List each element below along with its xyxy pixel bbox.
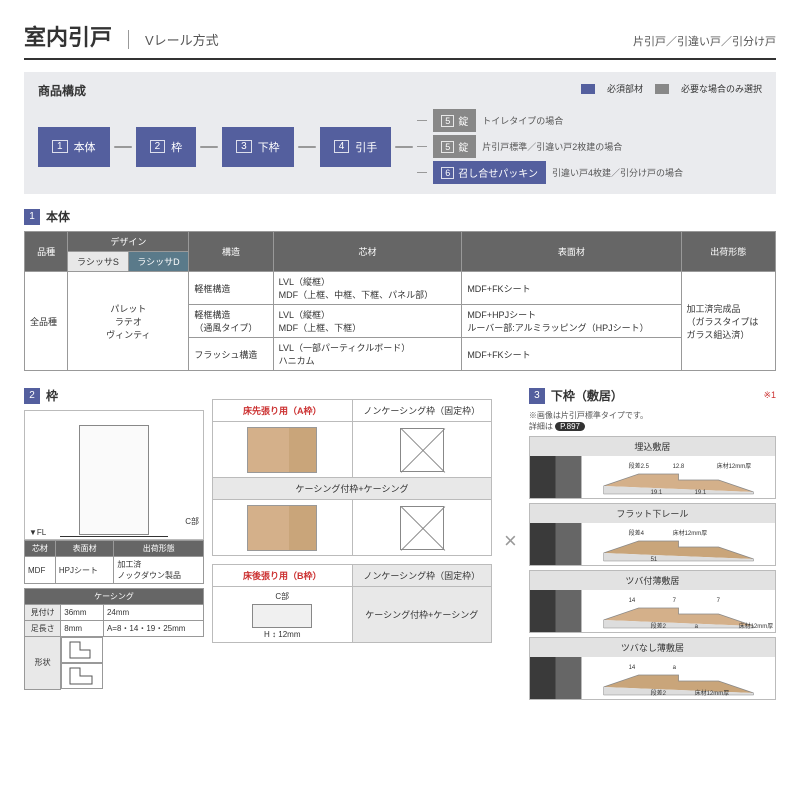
flow-node-4: 4引手 (320, 127, 392, 167)
svg-text:段差2: 段差2 (650, 622, 666, 630)
flow-diagram: 1本体 2枠 3下枠 4引手 5錠トイレタイプの場合 5錠片引戸標準／引違い戸2… (38, 109, 762, 184)
page-variants: 片引戸／引違い戸／引分け戸 (633, 33, 776, 49)
svg-text:14: 14 (628, 665, 635, 671)
page-subtitle: Vレール方式 (128, 30, 219, 49)
legend-required-label: 必須部材 (607, 82, 643, 95)
svg-text:14: 14 (628, 598, 635, 604)
legend-optional-label: 必要な場合のみ選択 (681, 82, 762, 95)
svg-text:段差2: 段差2 (650, 689, 666, 697)
flow-node-3: 3下枠 (222, 127, 294, 167)
svg-text:12.8: 12.8 (672, 464, 684, 470)
svg-text:段差2.5: 段差2.5 (628, 462, 649, 470)
sill-item: 埋込敷居 段差2.519.112.819.1床材12mm厚 (529, 436, 776, 499)
svg-text:床材12mm厚: 床材12mm厚 (694, 689, 729, 697)
section-2-header: 2枠 (24, 387, 204, 404)
section-1-header: 1本体 (24, 208, 776, 225)
svg-text:19.1: 19.1 (650, 490, 662, 496)
sill-item: ツバなし薄敷居 14段差2a床材12mm厚 (529, 637, 776, 700)
flow-branches: 5錠トイレタイプの場合 5錠片引戸標準／引違い戸2枚建の場合 6召し合せパッキン… (417, 109, 683, 184)
frame-material-table: 芯材表面材出荷形態 MDFHPJシート加工済 ノックダウン製品 (24, 540, 204, 584)
legend: 必須部材 必要な場合のみ選択 (581, 82, 762, 95)
sill-item: ツバ付薄敷居 14段差27a7床材12mm厚 (529, 570, 776, 633)
page-title: 室内引戸 (24, 20, 112, 52)
svg-text:51: 51 (650, 557, 657, 563)
frame-type-a-box: 床先張り用（A枠） ノンケーシング枠（固定枠） ケーシング付枠+ケーシング (212, 399, 492, 556)
svg-text:a: a (672, 665, 676, 671)
frame-type-b-box: 床後張り用（B枠） ノンケーシング枠（固定枠） C部H ↕ 12mm ケーシング… (212, 564, 492, 643)
composition-panel: 商品構成 必須部材 必要な場合のみ選択 1本体 2枠 3下枠 4引手 5錠トイレ… (24, 72, 776, 194)
svg-text:19.1: 19.1 (694, 490, 706, 496)
svg-text:床材12mm厚: 床材12mm厚 (716, 462, 751, 470)
frame-diagram: ▼FL C部 (24, 410, 204, 540)
sill-item: フラット下レール 段差451床材12mm厚 (529, 503, 776, 566)
sill-note: ※画像は片引戸標準タイプです。 詳細は P.897 (529, 410, 776, 432)
flow-node-1: 1本体 (38, 127, 110, 167)
flow-node-2: 2枠 (136, 127, 197, 167)
main-table: 品種 デザイン 構造 芯材 表面材 出荷形態 ラシッサS ラシッサD 全品種 パ… (24, 231, 776, 371)
svg-text:7: 7 (672, 598, 676, 604)
svg-text:床材12mm厚: 床材12mm厚 (672, 529, 707, 537)
legend-required-swatch (581, 84, 595, 94)
svg-text:床材12mm厚: 床材12mm厚 (738, 622, 773, 630)
page-header: 室内引戸 Vレール方式 片引戸／引違い戸／引分け戸 (24, 20, 776, 60)
section-3-header: 3下枠（敷居） ※1 (529, 387, 776, 404)
combination-symbol: × (500, 377, 521, 704)
casing-table: ケーシング 見付け36mm24mm 足長さ8mmA=8・14・19・25mm 形… (24, 588, 204, 690)
svg-text:7: 7 (716, 598, 720, 604)
legend-optional-swatch (655, 84, 669, 94)
svg-text:段差4: 段差4 (628, 529, 644, 537)
